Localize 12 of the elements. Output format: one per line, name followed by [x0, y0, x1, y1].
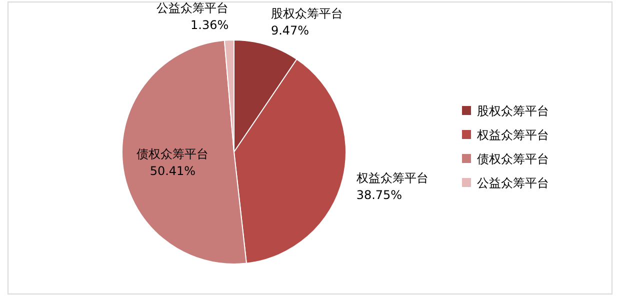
- slice-label: 公益众筹平台: [156, 1, 229, 16]
- data-label: 38.75%: [356, 188, 402, 202]
- data-label: 9.47%: [270, 24, 310, 38]
- slice-label: 债权众筹平台: [136, 147, 209, 162]
- legend-label: 债权众筹平台: [477, 152, 549, 166]
- data-label: 50.41%: [150, 164, 196, 178]
- data-label: 1.36%: [190, 18, 229, 32]
- slice-label: 股权众筹平台: [270, 6, 343, 21]
- legend-label: 公益众筹平台: [477, 176, 549, 190]
- legend-label: 股权众筹平台: [477, 104, 549, 118]
- slice-label: 权益众筹平台: [355, 171, 428, 186]
- legend-label: 权益众筹平台: [476, 128, 549, 142]
